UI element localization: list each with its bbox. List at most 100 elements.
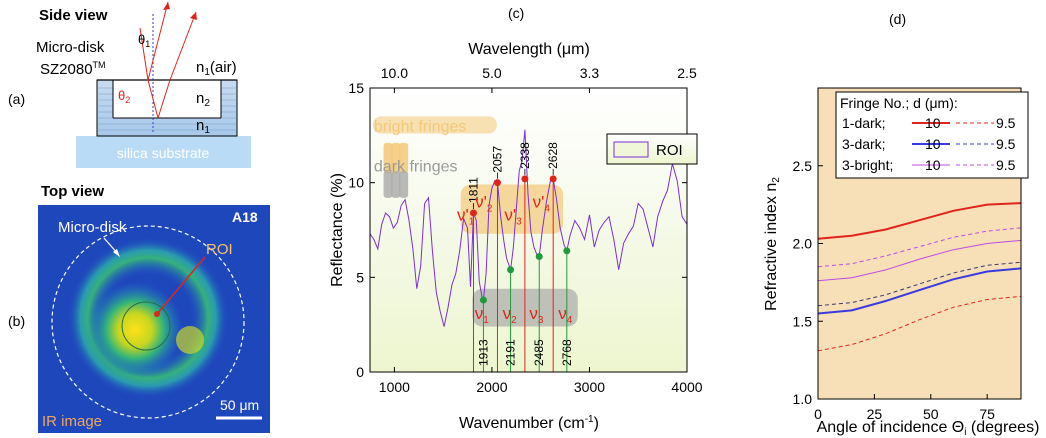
d-legend-box [835,91,1029,179]
d-x-tick-label: 0 [814,406,822,422]
c-y-tick-label: 0 [356,364,364,380]
dark-peak-marker [563,247,571,255]
c-top-tick-label: 3.3 [580,65,600,81]
ray-arrow-2 [190,12,197,20]
n1-air-label: n1(air) [196,59,237,78]
panel-label-c: (c) [508,5,524,21]
d-legend-solid-value: 10 [925,136,941,152]
dark-peak-marker [479,296,487,304]
d-x-tick-label: 50 [923,406,939,422]
d-axes: 0 25 50 75 1.0 1.5 2.0 2.5 [793,158,996,422]
dark-peak-label: 2191 [504,339,518,366]
n1-label: n1 [196,117,210,136]
c-series-line-roi [370,129,687,327]
dark-fringe-icon [391,171,401,198]
bright-peak-marker [549,175,557,183]
panel-c-spectrum-chart: bright fringes dark fringes 1811 2057 2338 2… [329,41,703,432]
d-y-tick-label: 2.0 [793,236,813,252]
c-legend-label: ROI [656,142,683,159]
panel-label-a: (a) [8,91,25,107]
d-series-layer [818,202,1021,352]
d-x-axis-title: Angle of incidence Θi (degrees) [817,419,1040,438]
prime-nu-glow [460,184,564,234]
panel-label-d: (d) [889,11,906,27]
c-y-tick-label: 15 [348,80,364,96]
d-y-tick-label: 1.5 [793,313,813,329]
d-series-line [818,239,1021,282]
substrate-label: silica substrate [117,145,210,161]
c-top-tick-label: 10.0 [381,65,408,81]
panel-label-b: (b) [8,313,25,329]
n2-label: n2 [196,90,210,109]
roi-circle [121,301,171,351]
d-legend-dashed-value: 9.5 [996,115,1016,131]
panel-d-index-chart: 0 25 50 75 1.0 1.5 2.0 2.5 Angle of incidence Θ… [763,87,1040,438]
c-x-axis-title: Wavenumber (cm-1) [459,414,599,432]
dark-peak-marker [507,266,515,274]
bright-peak-label: 2628 [546,142,560,169]
c-y-tick-label: 5 [356,269,364,285]
top-view-title: Top view [41,183,104,200]
sz2080-label: SZ2080TM [40,60,106,78]
micro-disk-top-label: Micro-disk [58,219,127,236]
d-y-tick-label: 2.5 [793,158,813,174]
bright-fringe-icon [391,142,401,174]
d-x-tick-label: 25 [867,406,883,422]
ir-hotspot [87,282,183,378]
bright-peak-marker [521,175,529,183]
theta1-label: θ1 [138,32,150,49]
d-series-line [818,295,1021,352]
d-legend-solid-value: 10 [925,115,941,131]
optical-rays [139,1,197,119]
d-y-tick-label: 1.0 [793,391,813,407]
c-axes: 1000 2000 3000 4000 10.0 5.0 3.3 2.5 0 5 10 15 [348,65,702,395]
dark-peak-marker [535,253,543,261]
d-y-axis-title: Refractive index n2 [763,177,782,311]
scale-bar-label: 50 μm [220,397,259,413]
micro-disk-label: Micro-disk [36,39,105,56]
bright-peak-marker [493,179,501,187]
dark-peak-label: 2768 [560,339,574,366]
bright-fringes-label: bright fringes [374,119,467,136]
d-x-tick-label: 75 [979,406,995,422]
bright-label-glow [372,116,497,134]
c-legend-swatch [613,141,649,158]
roi-pointer [156,256,206,315]
c-x-tick-label: 2000 [476,379,507,395]
c-x-tick-label: 1000 [379,379,410,395]
top-axis-title: Wavelength (μm) [468,41,590,58]
d-legend-dashed-value: 9.5 [996,157,1016,173]
d-legend-row-label: 1-dark; [842,115,886,131]
bright-fringe-icon [399,142,409,174]
panel-b-top-view: Top view ROI A18 Micro-disk IR image 50 … [38,183,270,433]
c-x-tick-label: 4000 [671,379,702,395]
disk-top-layer [113,80,221,118]
panel-a-side-view: Side view Micro-disk SZ2080TM silica sub… [36,1,251,168]
d-legend-row-label: 3-dark; [842,136,886,152]
d-legend-solid-value: 10 [925,157,941,173]
bright-peak-label: 1811 [466,177,480,203]
d-legend-dashed-value: 9.5 [996,136,1016,152]
c-top-tick-label: 5.0 [482,65,502,81]
dark-fringe-icon [399,171,409,198]
d-legend-row-label: 3-bright; [842,157,893,173]
theta2-label: θ2 [118,88,130,105]
bright-fringe-icon [383,142,393,174]
side-view-title: Side view [39,7,108,24]
dark-fringes-label: dark fringes [374,158,458,175]
c-top-tick-label: 2.5 [677,65,697,81]
silica-substrate [76,136,251,168]
sample-id: A18 [232,209,258,225]
c-y-axis-title: Reflectance (%) [329,173,346,287]
d-series-line [818,267,1021,315]
plot-frame-c [369,87,688,373]
ir-image-label: IR image [42,413,102,430]
dark-fringe-icon [383,171,393,198]
bright-peak-marker [469,209,477,217]
micro-disk-outline [51,225,245,419]
d-legend: Fringe No.; d (μm): 1-dark; 10 9.5 3-dark; 1… [835,91,1029,179]
c-y-tick-label: 10 [348,175,364,191]
bright-peak-label: 2057 [490,146,504,173]
